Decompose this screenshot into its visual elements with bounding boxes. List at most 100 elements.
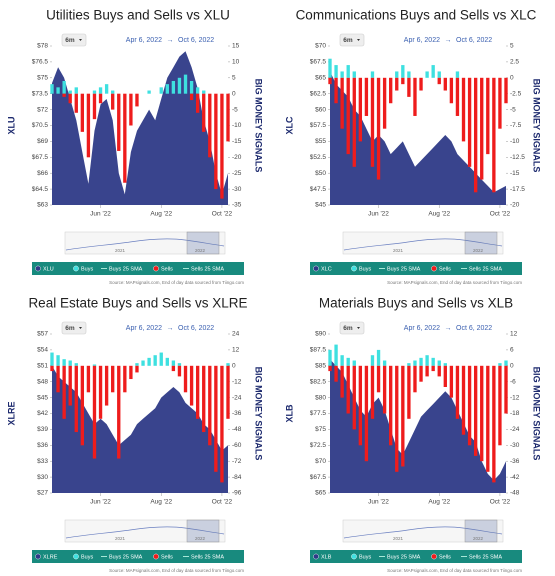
legend-swatch [153,553,159,560]
legend-label[interactable]: Sells 25 SMA [191,554,224,560]
signal-bar [352,365,356,430]
signal-bar [104,365,109,406]
chart-panel: Real Estate Buys and Sells vs XLRE 6m Apr … [6,296,263,574]
period-button[interactable] [339,321,365,335]
y2-tick-label: -12 [510,394,520,401]
signal-bar [171,360,176,366]
navigator-window[interactable] [464,519,498,543]
period-button[interactable] [61,33,87,47]
signal-bar [189,80,194,94]
legend-label[interactable]: Sells [161,266,173,272]
legend-swatch [73,265,79,272]
x-tick-label: Oct '22 [212,499,233,506]
signal-bar [86,93,91,158]
legend-label[interactable]: XLB [321,554,332,560]
y-tick-label: $72 [37,106,48,113]
y2-tick-label: 15 [232,43,240,50]
legend-label[interactable]: Sells [439,554,451,560]
y2-axis-label: BIG MONEY SIGNALS [254,79,264,173]
y-tick-label: $62.5 [310,90,327,97]
signal-bar [492,365,496,483]
signal-bar [111,90,115,94]
signal-bar [111,365,115,393]
signal-bar [340,71,344,78]
y2-tick-label: 5 [510,43,514,50]
signal-bar [183,74,188,94]
legend-label[interactable]: Buys [81,266,93,272]
signal-bar [419,357,423,366]
signal-bar [419,365,423,382]
y2-tick-label: 5 [232,75,236,82]
navigator-window[interactable] [464,231,498,255]
period-label: 6m [343,325,353,332]
y-tick-label: $70 [315,43,326,50]
signal-bar [443,77,447,91]
period-button[interactable] [339,33,365,47]
x-tick-label: Jun '22 [368,499,389,506]
signal-bar [202,93,206,132]
navigator [342,231,504,255]
signal-bar [413,365,417,393]
signal-bar [437,77,441,85]
signal-bar [74,93,78,113]
range-end: Oct 6, 2022 [178,325,214,332]
signal-bar [86,365,91,393]
legend-label[interactable]: Sells [439,266,451,272]
signal-bar [461,77,466,142]
legend-label[interactable]: XLU [43,266,54,272]
signal-bar [74,365,78,433]
signal-bar [346,65,350,78]
signal-bar [395,71,399,78]
signal-bar [480,365,484,462]
signal-bar [177,77,182,94]
period-label: 6m [65,37,75,44]
signal-bar [202,90,206,94]
navigator [64,231,226,255]
legend-label[interactable]: Buys 25 SMA [387,266,421,272]
signal-bar [413,360,417,366]
legend-label[interactable]: XLC [321,266,332,272]
y2-tick-label: -48 [232,426,242,433]
x-tick-label: Aug '22 [428,211,450,218]
legend-label[interactable]: Buys [81,554,93,560]
legend-label[interactable]: Buys [359,266,371,272]
navigator-window[interactable] [186,519,220,543]
signal-bar [135,365,139,373]
signal-bar [62,365,66,419]
y2-tick-label: -84 [232,474,242,481]
legend-label[interactable]: Sells 25 SMA [469,266,502,272]
y-tick-label: $69 [37,138,48,145]
nav-label: 2022 [195,248,206,253]
chart-title: Communications Buys and Sells vs XLC [296,8,537,23]
y-tick-label: $42 [37,410,48,417]
legend-label[interactable]: Buys 25 SMA [109,266,143,272]
legend-swatch [351,553,357,560]
y2-tick-label: 12 [510,331,518,338]
signal-bar [431,65,435,78]
signal-bar [486,77,490,155]
legend-label[interactable]: Buys 25 SMA [387,554,421,560]
y-tick-label: $73.5 [32,90,49,97]
period-button[interactable] [61,321,87,335]
legend-label[interactable]: XLRE [43,554,58,560]
signal-bar [419,77,423,91]
y2-tick-label: -10 [232,122,242,129]
signal-bar [455,71,460,78]
legend-label[interactable]: Sells [161,554,173,560]
dropdown-caret [79,39,82,41]
y-tick-label: $55 [315,138,326,145]
signal-bar [50,84,54,94]
nav-label: 2021 [115,536,126,541]
y-tick-label: $54 [37,347,48,354]
y2-tick-label: -72 [232,458,242,465]
legend-label[interactable]: Buys [359,554,371,560]
legend-label[interactable]: Buys 25 SMA [109,554,143,560]
signal-bar [346,357,350,366]
legend-label[interactable]: Sells 25 SMA [191,266,224,272]
signal-bar [80,93,85,132]
navigator-window[interactable] [186,231,220,255]
signal-bar [159,352,163,366]
x-tick-label: Oct '22 [490,211,511,218]
price-area [52,51,228,205]
legend-label[interactable]: Sells 25 SMA [469,554,502,560]
